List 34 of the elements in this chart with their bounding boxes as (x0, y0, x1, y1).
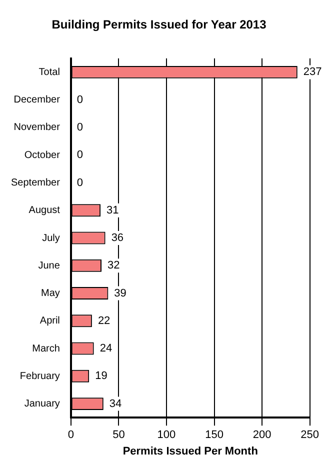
y-tick-label: June (38, 260, 60, 272)
x-axis-title: Permits Issued Per Month (122, 445, 258, 458)
x-tick-label: 50 (112, 429, 125, 442)
x-tick-label: 0 (68, 429, 74, 442)
y-tick-label: April (40, 316, 60, 327)
data-label: 0 (76, 149, 84, 162)
data-label: 19 (95, 370, 108, 382)
x-tick-label: 250 (300, 429, 320, 442)
data-label: 24 (100, 342, 112, 355)
y-tick-label: May (41, 288, 60, 300)
data-label: 0 (76, 176, 84, 189)
y-tick-label: February (20, 370, 60, 382)
data-label: 39 (114, 287, 126, 300)
y-tick-label: December (14, 94, 61, 106)
y-tick-label: November (14, 122, 61, 134)
chart-title: Building Permits Issued for Year 2013 (52, 18, 267, 32)
y-tick-label: October (24, 150, 61, 161)
data-label: 32 (107, 260, 120, 272)
y-tick-label: Total (38, 66, 60, 78)
x-tick-label: 200 (252, 429, 272, 442)
y-tick-label: July (42, 232, 60, 244)
data-label: 0 (76, 122, 84, 134)
y-tick-label: January (24, 398, 60, 410)
y-tick-label: September (10, 177, 61, 188)
data-label: 34 (109, 398, 122, 410)
data-label: 36 (111, 232, 124, 244)
data-label: 22 (98, 314, 110, 327)
y-tick-label: August (28, 205, 60, 216)
data-label: 0 (76, 94, 84, 106)
x-tick-label: 100 (157, 429, 176, 442)
data-label: 31 (106, 204, 119, 216)
y-tick-label: March (32, 343, 60, 354)
data-label: 237 (303, 66, 322, 78)
x-tick-label: 150 (205, 429, 224, 442)
